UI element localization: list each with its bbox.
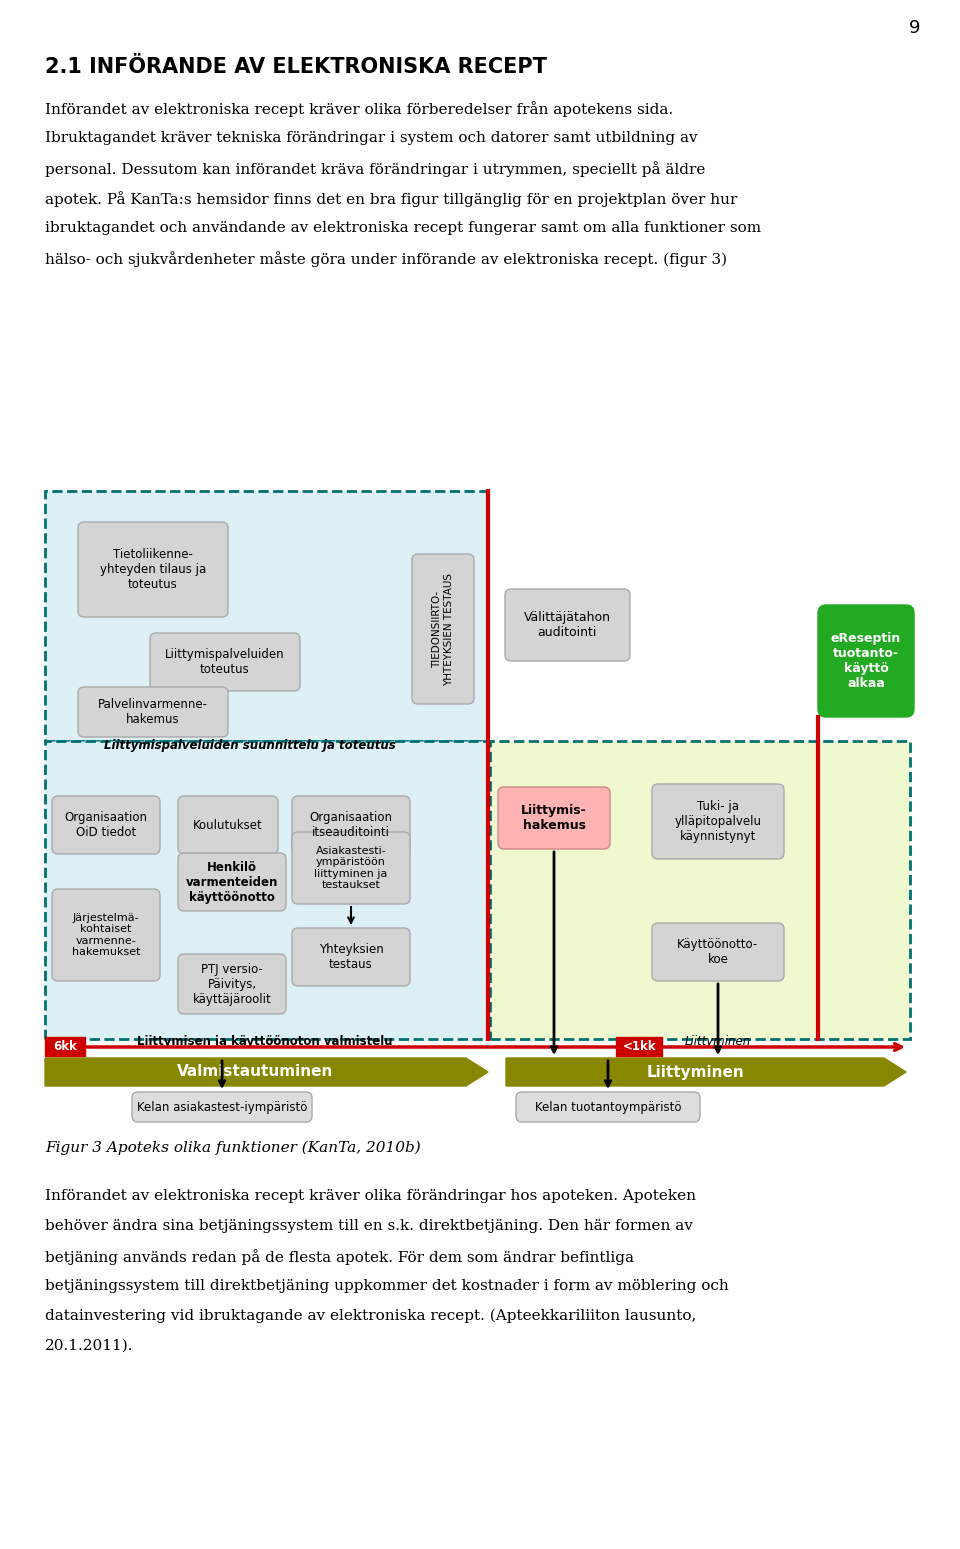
Text: Asiakastesti-
ympäristöön
liittyminen ja
testaukset: Asiakastesti- ympäristöön liittyminen ja… [314,846,388,891]
Text: Figur 3 Apoteks olika funktioner (KanTa, 2010b): Figur 3 Apoteks olika funktioner (KanTa,… [45,1142,420,1156]
Text: Organisaation
OiD tiedot: Organisaation OiD tiedot [64,812,148,840]
FancyBboxPatch shape [292,796,410,853]
Text: apotek. På KanTa:s hemsidor finns det en bra figur tillgänglig för en projektpla: apotek. På KanTa:s hemsidor finns det en… [45,191,737,208]
Text: Införandet av elektroniska recept kräver olika förberedelser från apotekens sida: Införandet av elektroniska recept kräver… [45,101,673,116]
FancyBboxPatch shape [498,787,610,849]
FancyBboxPatch shape [178,853,286,911]
Polygon shape [45,1058,488,1086]
Text: Kelan asiakastest­iympäristö: Kelan asiakastest­iympäristö [137,1100,307,1114]
Text: Organisaation
itseauditointi: Organisaation itseauditointi [309,812,393,840]
Text: TIEDONSIIRTO-
YHTEYKSIEN TESTAUS: TIEDONSIIRTO- YHTEYKSIEN TESTAUS [432,573,454,686]
Text: behöver ändra sina betjäningssystem till en s.k. direktbetjäning. Den här formen: behöver ändra sina betjäningssystem till… [45,1219,693,1233]
Text: Införandet av elektroniska recept kräver olika förändringar hos apoteken. Apotek: Införandet av elektroniska recept kräver… [45,1190,696,1204]
Text: Tuki- ja
ylläpitopalvelu
käynnistynyt: Tuki- ja ylläpitopalvelu käynnistynyt [675,799,761,843]
Text: Liittymispalveluiden
toteutus: Liittymispalveluiden toteutus [165,647,285,675]
FancyBboxPatch shape [78,522,228,617]
FancyBboxPatch shape [818,606,914,717]
Text: betjäning används redan på de flesta apotek. För dem som ändrar befintliga: betjäning används redan på de flesta apo… [45,1248,634,1266]
Text: Kelan tuotantoympäristö: Kelan tuotantoympäristö [535,1100,682,1114]
Text: eReseptin
tuotanto-
käyttö
alkaa: eReseptin tuotanto- käyttö alkaa [830,632,901,689]
Bar [490,740,910,1039]
Text: Yhteyksien
testaus: Yhteyksien testaus [319,943,383,971]
Bar [45,740,488,1039]
Text: datainvestering vid ibruktagande av elektroniska recept. (Apteekkariliiton lausu: datainvestering vid ibruktagande av elek… [45,1309,696,1323]
Text: hälso- och sjukvårdenheter måste göra under införande av elektroniska recept. (f: hälso- och sjukvårdenheter måste göra un… [45,251,727,266]
FancyBboxPatch shape [132,1092,312,1121]
FancyBboxPatch shape [412,555,474,703]
FancyBboxPatch shape [505,589,630,661]
FancyBboxPatch shape [652,784,784,860]
FancyBboxPatch shape [52,889,160,981]
FancyBboxPatch shape [52,796,160,853]
Text: Liittymisen ja käyttöönoton valmistelu: Liittymisen ja käyttöönoton valmistelu [137,1035,393,1049]
FancyBboxPatch shape [516,1092,700,1121]
Text: Palvelinvarmenne-
hakemus: Palvelinvarmenne- hakemus [98,699,208,726]
Text: 9: 9 [908,19,920,37]
Bar [616,1036,662,1056]
Text: PTJ versio-
Päivitys,
käyttäjäroolit: PTJ versio- Päivitys, käyttäjäroolit [193,962,272,1005]
Text: Järjestelmä-
kohtaiset
varmenne-
hakemukset: Järjestelmä- kohtaiset varmenne- hakemuk… [72,912,140,957]
FancyBboxPatch shape [150,634,300,691]
Text: 6kk: 6kk [53,1041,77,1053]
Bar [45,1036,85,1056]
Bar [45,491,488,740]
Text: Liittyminen: Liittyminen [684,1035,751,1049]
Text: Liittymis-
hakemus: Liittymis- hakemus [521,804,587,832]
Text: Liittymispalveluiden suunnittelu ja toteutus: Liittymispalveluiden suunnittelu ja tote… [104,739,396,751]
FancyBboxPatch shape [652,923,784,981]
Text: <1kk: <1kk [622,1041,656,1053]
Text: Koulutukset: Koulutukset [193,818,263,832]
Text: Käyttöönotto-
koe: Käyttöönotto- koe [678,939,758,967]
Text: Liittyminen: Liittyminen [646,1064,744,1080]
FancyBboxPatch shape [178,954,286,1015]
Text: Ibruktagandet kräver tekniska förändringar i system och datorer samt utbildning : Ibruktagandet kräver tekniska förändring… [45,132,698,146]
Polygon shape [506,1058,906,1086]
Text: 2.1 INFÖRANDE AV ELEKTRONISKA RECEPT: 2.1 INFÖRANDE AV ELEKTRONISKA RECEPT [45,57,547,77]
FancyBboxPatch shape [292,832,410,905]
Text: Valmistautuminen: Valmistautuminen [178,1064,334,1080]
Text: Henkilö
varmenteiden
käyttöönotto: Henkilö varmenteiden käyttöönotto [186,861,278,903]
FancyBboxPatch shape [78,688,228,737]
Text: personal. Dessutom kan införandet kräva förändringar i utrymmen, speciellt på äl: personal. Dessutom kan införandet kräva … [45,161,706,177]
Text: betjäningssystem till direktbetjäning uppkommer det kostnader i form av möblerin: betjäningssystem till direktbetjäning up… [45,1279,729,1293]
FancyBboxPatch shape [292,928,410,987]
FancyBboxPatch shape [178,796,278,853]
Text: Tietoliikenne-
yhteyden tilaus ja
toteutus: Tietoliikenne- yhteyden tilaus ja toteut… [100,547,206,590]
Text: ibruktagandet och användande av elektroniska recept fungerar samt om alla funkti: ibruktagandet och användande av elektron… [45,222,761,235]
Text: Välittäjätahon
auditointi: Välittäjätahon auditointi [523,610,611,640]
Text: 20.1.2011).: 20.1.2011). [45,1338,133,1352]
